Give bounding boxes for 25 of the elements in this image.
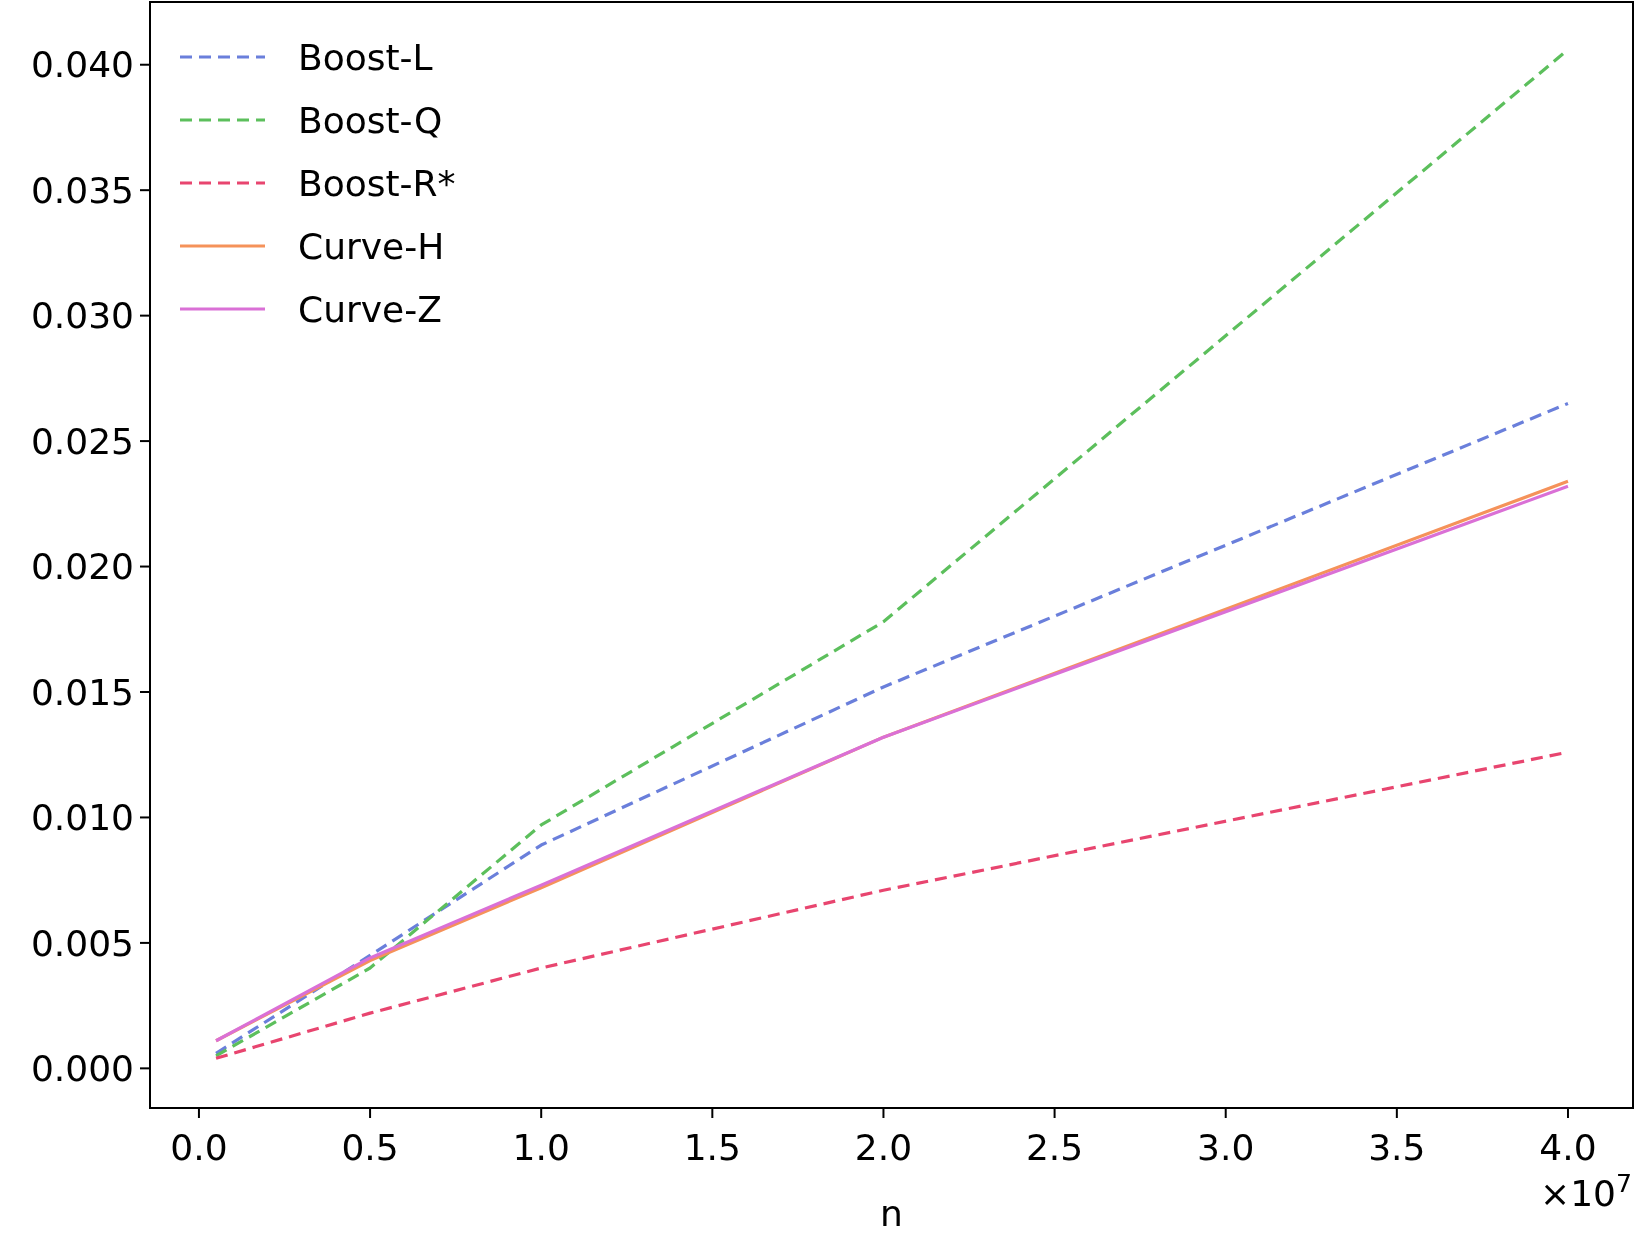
legend-label: Boost-R* xyxy=(298,162,456,204)
x-tick-label: 0.0 xyxy=(170,1127,228,1168)
y-tick-label: 0.005 xyxy=(30,922,134,964)
y-tick-label: 0.010 xyxy=(30,797,134,839)
text: ×10$^{7}$ xyxy=(1539,1168,1632,1214)
legend-label: Curve-Z xyxy=(298,288,442,330)
x-tick-label: 3.0 xyxy=(1197,1127,1255,1168)
y-tick-label: 0.035 xyxy=(30,169,134,211)
y-tick-label: 0.020 xyxy=(30,546,134,588)
legend-label: Boost-L xyxy=(298,36,433,78)
y-tick-label: 0.000 xyxy=(30,1047,134,1089)
y-tick-label: 0.025 xyxy=(30,420,134,462)
y-tick-label: 0.040 xyxy=(30,44,134,86)
x-tick-label: 2.5 xyxy=(1025,1127,1084,1168)
x-tick-label: 0.5 xyxy=(341,1127,399,1168)
x-axis-title: n xyxy=(880,1193,903,1234)
y-tick-label: 0.015 xyxy=(30,671,134,713)
y-tick-label: 0.030 xyxy=(30,295,134,337)
x-tick-label: 3.5 xyxy=(1368,1127,1426,1168)
x-tick-label: 2.0 xyxy=(854,1127,913,1168)
x-tick-label: 1.0 xyxy=(512,1127,570,1168)
legend-label: Boost-Q xyxy=(298,99,443,141)
x-tick-label: 4.0 xyxy=(1539,1127,1597,1168)
legend-label: Curve-H xyxy=(298,225,445,267)
x-tick-label: 1.5 xyxy=(683,1127,741,1168)
